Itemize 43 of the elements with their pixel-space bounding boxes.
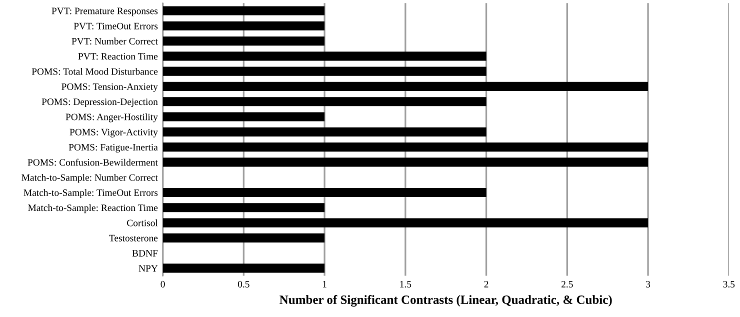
x-tick-label: 1	[322, 280, 326, 288]
y-tick-label: PVT: Premature Responses	[52, 8, 158, 16]
bar	[162, 66, 486, 76]
x-tick-label: 0	[160, 280, 165, 288]
x-tick-label: 2.5	[562, 280, 573, 288]
x-tick-label: 0.5	[238, 280, 250, 288]
x-tick-label: 3	[646, 280, 650, 288]
y-tick-label: POMS: Total Mood Disturbance	[32, 68, 158, 75]
bar	[162, 188, 486, 198]
bar	[162, 233, 325, 242]
bar	[162, 36, 325, 46]
bar	[162, 218, 648, 228]
bar	[162, 6, 325, 16]
bar	[162, 158, 648, 167]
y-tick-label: PVT: TimeOut Errors	[74, 22, 158, 30]
y-tick-label: POMS: Tension-Anxiety	[62, 83, 158, 92]
y-tick-label: PVT: Number Correct	[72, 38, 158, 45]
x-axis-title: Number of Significant Contrasts (Linear, Quadratic, & Cubic)	[280, 295, 612, 307]
y-tick-label: Match-to-Sample: TimeOut Errors	[24, 189, 158, 198]
y-tick-label: Cortisol	[127, 219, 158, 226]
bar	[162, 203, 325, 212]
y-tick-label: Match-to-Sample: Reaction Time	[28, 204, 158, 214]
y-tick-label: NPY	[138, 265, 158, 272]
bar	[162, 264, 325, 273]
y-tick-label: POMS: Anger-Hostility	[66, 113, 158, 122]
bar	[162, 97, 486, 106]
bar	[162, 127, 486, 136]
y-tick-label: POMS: Fatigue-Inertia	[68, 144, 158, 153]
y-tick-label: POMS: Vigor-Activity	[70, 128, 158, 138]
bar	[162, 52, 486, 61]
bar	[162, 142, 648, 152]
y-tick-label: PVT: Reaction Time	[78, 53, 158, 60]
bar	[162, 82, 648, 92]
y-tick-label: POMS: Depression-Dejection	[42, 98, 158, 108]
y-tick-label: Match-to-Sample: Number Correct	[22, 174, 158, 183]
bar	[162, 112, 325, 122]
x-tick-label: 3.5	[723, 280, 735, 288]
x-tick-label: 2	[484, 280, 488, 288]
y-tick-label: Testosterone	[109, 234, 158, 242]
y-tick-label: BDNF	[132, 250, 158, 256]
y-tick-label: POMS: Confusion-Bewilderment	[28, 158, 158, 166]
x-tick-label: 1.5	[400, 280, 412, 288]
bar	[162, 21, 325, 30]
